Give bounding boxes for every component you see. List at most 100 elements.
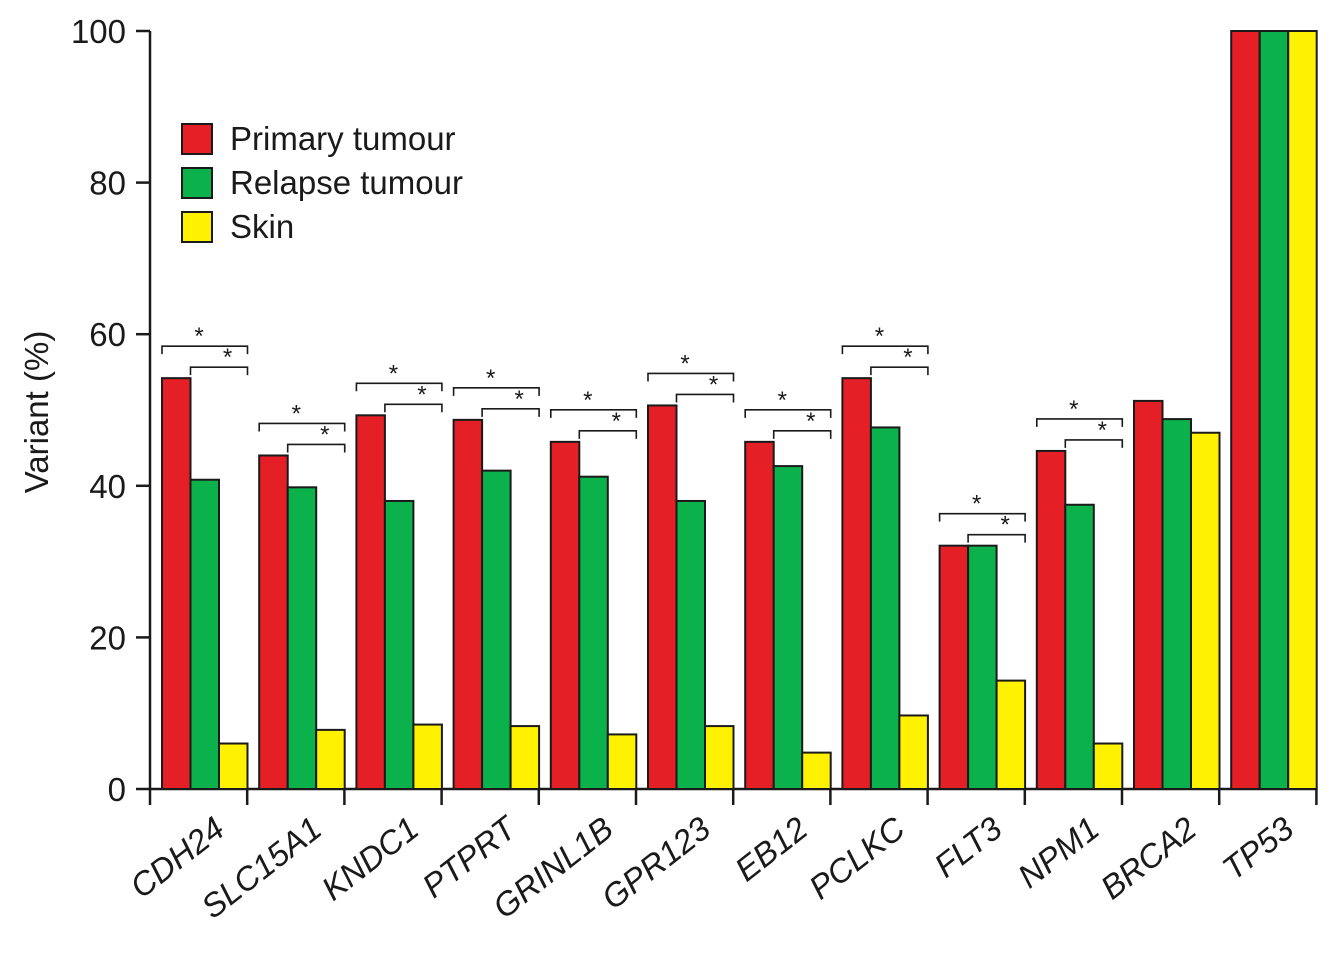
significance-star: * xyxy=(583,387,592,414)
significance-star: * xyxy=(875,323,884,350)
significance-star: * xyxy=(292,400,301,427)
significance-star: * xyxy=(486,365,495,392)
bar xyxy=(898,714,929,790)
significance-bracket xyxy=(578,430,638,439)
significance-bracket xyxy=(772,430,832,439)
bar xyxy=(967,544,998,790)
significance-bracket xyxy=(258,422,346,432)
x-tick-label: FLT3 xyxy=(927,809,1009,884)
bar xyxy=(938,544,970,790)
y-tick-label: 60 xyxy=(89,316,126,353)
significance-star: * xyxy=(514,386,523,413)
legend-label: Skin xyxy=(230,208,294,245)
significance-star: * xyxy=(806,408,815,435)
significance-star: * xyxy=(972,491,981,518)
y-tick-label: 40 xyxy=(89,468,126,505)
bar xyxy=(647,404,678,790)
bar xyxy=(481,469,512,790)
significance-star: * xyxy=(612,408,621,435)
significance-brackets: * * * * * * * * * * * * * * * * * * * * xyxy=(161,323,1124,543)
bar xyxy=(704,725,735,790)
bar xyxy=(1092,742,1124,791)
y-tick-label: 80 xyxy=(89,165,126,202)
significance-star: * xyxy=(680,350,689,377)
significance-bracket xyxy=(355,382,443,392)
bar xyxy=(286,486,318,790)
bar xyxy=(801,751,832,791)
bar xyxy=(1161,418,1192,790)
y-tick-label: 0 xyxy=(108,771,126,808)
bar xyxy=(578,475,609,790)
x-tick-label: TP53 xyxy=(1215,809,1300,887)
legend-label: Primary tumour xyxy=(230,120,456,157)
bar xyxy=(1064,503,1095,790)
x-tick-label: NPM1 xyxy=(1011,809,1106,895)
legend-swatch xyxy=(181,167,213,199)
legend-swatch xyxy=(181,211,213,243)
bar xyxy=(606,733,638,791)
bar xyxy=(1133,399,1164,790)
significance-star: * xyxy=(1000,512,1009,539)
significance-star: * xyxy=(778,387,787,414)
legend-swatch xyxy=(181,123,213,155)
bar xyxy=(995,679,1027,791)
significance-bracket xyxy=(550,409,638,418)
significance-star: * xyxy=(194,323,203,350)
bar xyxy=(869,426,901,790)
significance-bracket xyxy=(870,366,929,376)
significance-star: * xyxy=(709,371,718,398)
legend-label: Relapse tumour xyxy=(230,164,463,201)
bar xyxy=(675,499,706,790)
x-tick-label: BRCA2 xyxy=(1094,809,1203,906)
significance-star: * xyxy=(1098,417,1107,444)
significance-star: * xyxy=(320,421,329,448)
significance-bracket xyxy=(647,372,735,382)
bar xyxy=(841,377,872,790)
bar xyxy=(1287,30,1318,790)
bar xyxy=(1230,30,1261,790)
bar xyxy=(509,725,541,790)
significance-bracket xyxy=(675,393,735,403)
y-axis-label: Variant (%) xyxy=(18,331,55,494)
significance-star: * xyxy=(1069,396,1078,423)
significance-star: * xyxy=(417,381,426,408)
significance-bracket xyxy=(744,409,832,418)
x-tick-label: GPR123 xyxy=(595,809,718,916)
legend: Primary tumour Relapse tumour Skin xyxy=(181,120,463,245)
x-tick-label: PCLKC xyxy=(802,809,912,907)
bar xyxy=(744,440,775,790)
bar xyxy=(1035,449,1067,790)
y-tick-label: 20 xyxy=(89,619,126,656)
significance-bracket xyxy=(189,366,249,376)
significance-bracket xyxy=(1036,418,1124,427)
bar xyxy=(1190,431,1221,790)
bar xyxy=(161,377,192,790)
y-tick-label: 100 xyxy=(71,13,126,50)
bar xyxy=(772,465,804,790)
significance-bracket xyxy=(841,345,929,355)
significance-bracket xyxy=(1064,439,1124,448)
bar xyxy=(549,440,581,790)
significance-bracket xyxy=(286,443,346,453)
bar xyxy=(1258,30,1290,790)
significance-bracket xyxy=(384,403,443,413)
bar xyxy=(189,478,220,790)
significance-bracket xyxy=(967,533,1026,543)
y-axis: 0 20 40 60 80 100 xyxy=(71,13,152,808)
bar xyxy=(412,723,443,791)
significance-star: * xyxy=(389,360,398,387)
significance-bracket xyxy=(452,387,540,396)
x-tick-label: KNDC1 xyxy=(315,809,426,907)
bar xyxy=(355,414,386,790)
significance-bracket xyxy=(161,345,249,355)
bars-group xyxy=(161,30,1318,791)
bar xyxy=(315,728,346,790)
bar xyxy=(452,418,484,790)
bar xyxy=(218,742,249,791)
bar xyxy=(383,499,415,790)
significance-star: * xyxy=(903,344,912,371)
significance-bracket xyxy=(481,408,540,417)
bar xyxy=(258,454,289,790)
